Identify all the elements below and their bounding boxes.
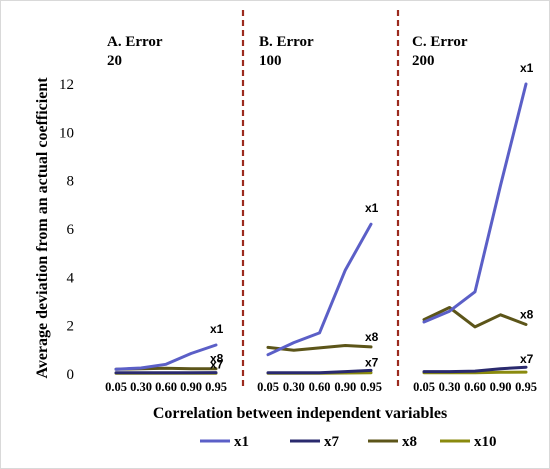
- x-tick-label: 0.95: [360, 380, 382, 394]
- x-tick-label: 0.05: [413, 380, 435, 394]
- y-tick-label: 2: [67, 319, 75, 335]
- legend-item-x8: x8: [368, 434, 417, 450]
- panel-subtitle: 100: [259, 53, 282, 69]
- x-tick-label: 0.60: [464, 380, 486, 394]
- x-tick-label: 0.90: [180, 380, 202, 394]
- legend-label: x1: [234, 434, 249, 450]
- series-line-x8: [422, 306, 528, 329]
- y-tick-label: 12: [59, 77, 74, 93]
- legend-item-x7: x7: [290, 434, 340, 450]
- y-tick-label: 6: [67, 222, 75, 238]
- y-tick-label: 0: [67, 367, 75, 383]
- legend-item-x10: x10: [440, 434, 497, 450]
- series-line-x1: [266, 222, 373, 357]
- legend-label: x8: [402, 434, 417, 450]
- x-tick-label: 0.95: [515, 380, 537, 394]
- end-label-x8: x8: [520, 307, 534, 321]
- end-label-x7: x7: [520, 352, 534, 366]
- end-label-x7: x7: [210, 358, 224, 372]
- panel-title: A. Error: [107, 34, 163, 50]
- end-label-x7: x7: [365, 355, 379, 369]
- panel-subtitle: 20: [107, 53, 122, 69]
- y-tick-label: 10: [59, 125, 74, 141]
- x-tick-label: 0.95: [205, 380, 227, 394]
- end-label-x1: x1: [365, 201, 379, 215]
- x-tick-label: 0.30: [283, 380, 305, 394]
- panel-2: B. Error 100 x1 x8 x7 0.05 0.30 0.60 0.90 0.95: [257, 34, 382, 394]
- series-line-x8: [266, 344, 373, 352]
- end-label-x8: x8: [210, 352, 224, 366]
- series-line-x7: [266, 368, 373, 375]
- x-tick-label: 0.60: [155, 380, 177, 394]
- x-tick-label: 0.60: [309, 380, 331, 394]
- panel-title: C. Error: [412, 34, 468, 50]
- x-tick-label: 0.30: [130, 380, 152, 394]
- x-tick-label: 0.90: [490, 380, 512, 394]
- legend-item-x1: x1: [200, 434, 249, 450]
- x-tick-label: 0.30: [439, 380, 461, 394]
- y-tick-label: 8: [67, 174, 75, 190]
- x-tick-label: 0.05: [257, 380, 279, 394]
- y-axis-title: Average deviation from an actual coeffic…: [34, 77, 51, 379]
- series-line-x1: [422, 82, 528, 324]
- panel-title: B. Error: [259, 34, 314, 50]
- legend-label: x10: [474, 434, 497, 450]
- series-line-x1: [114, 343, 218, 371]
- legend-label: x7: [324, 434, 340, 450]
- panel-3: C. Error 200 x1 x8 x7 0.05 0.30 0.60 0.90 0.95: [412, 34, 537, 394]
- x-tick-label: 0.90: [334, 380, 356, 394]
- end-label-x1: x1: [520, 61, 534, 75]
- end-label-x8: x8: [365, 330, 379, 344]
- series-line-x7: [422, 365, 528, 374]
- x-axis-title: Correlation between independent variable…: [153, 405, 447, 422]
- panel-subtitle: 200: [412, 53, 435, 69]
- x-tick-label: 0.05: [105, 380, 127, 394]
- end-label-x1: x1: [210, 322, 224, 336]
- y-tick-label: 4: [67, 270, 75, 286]
